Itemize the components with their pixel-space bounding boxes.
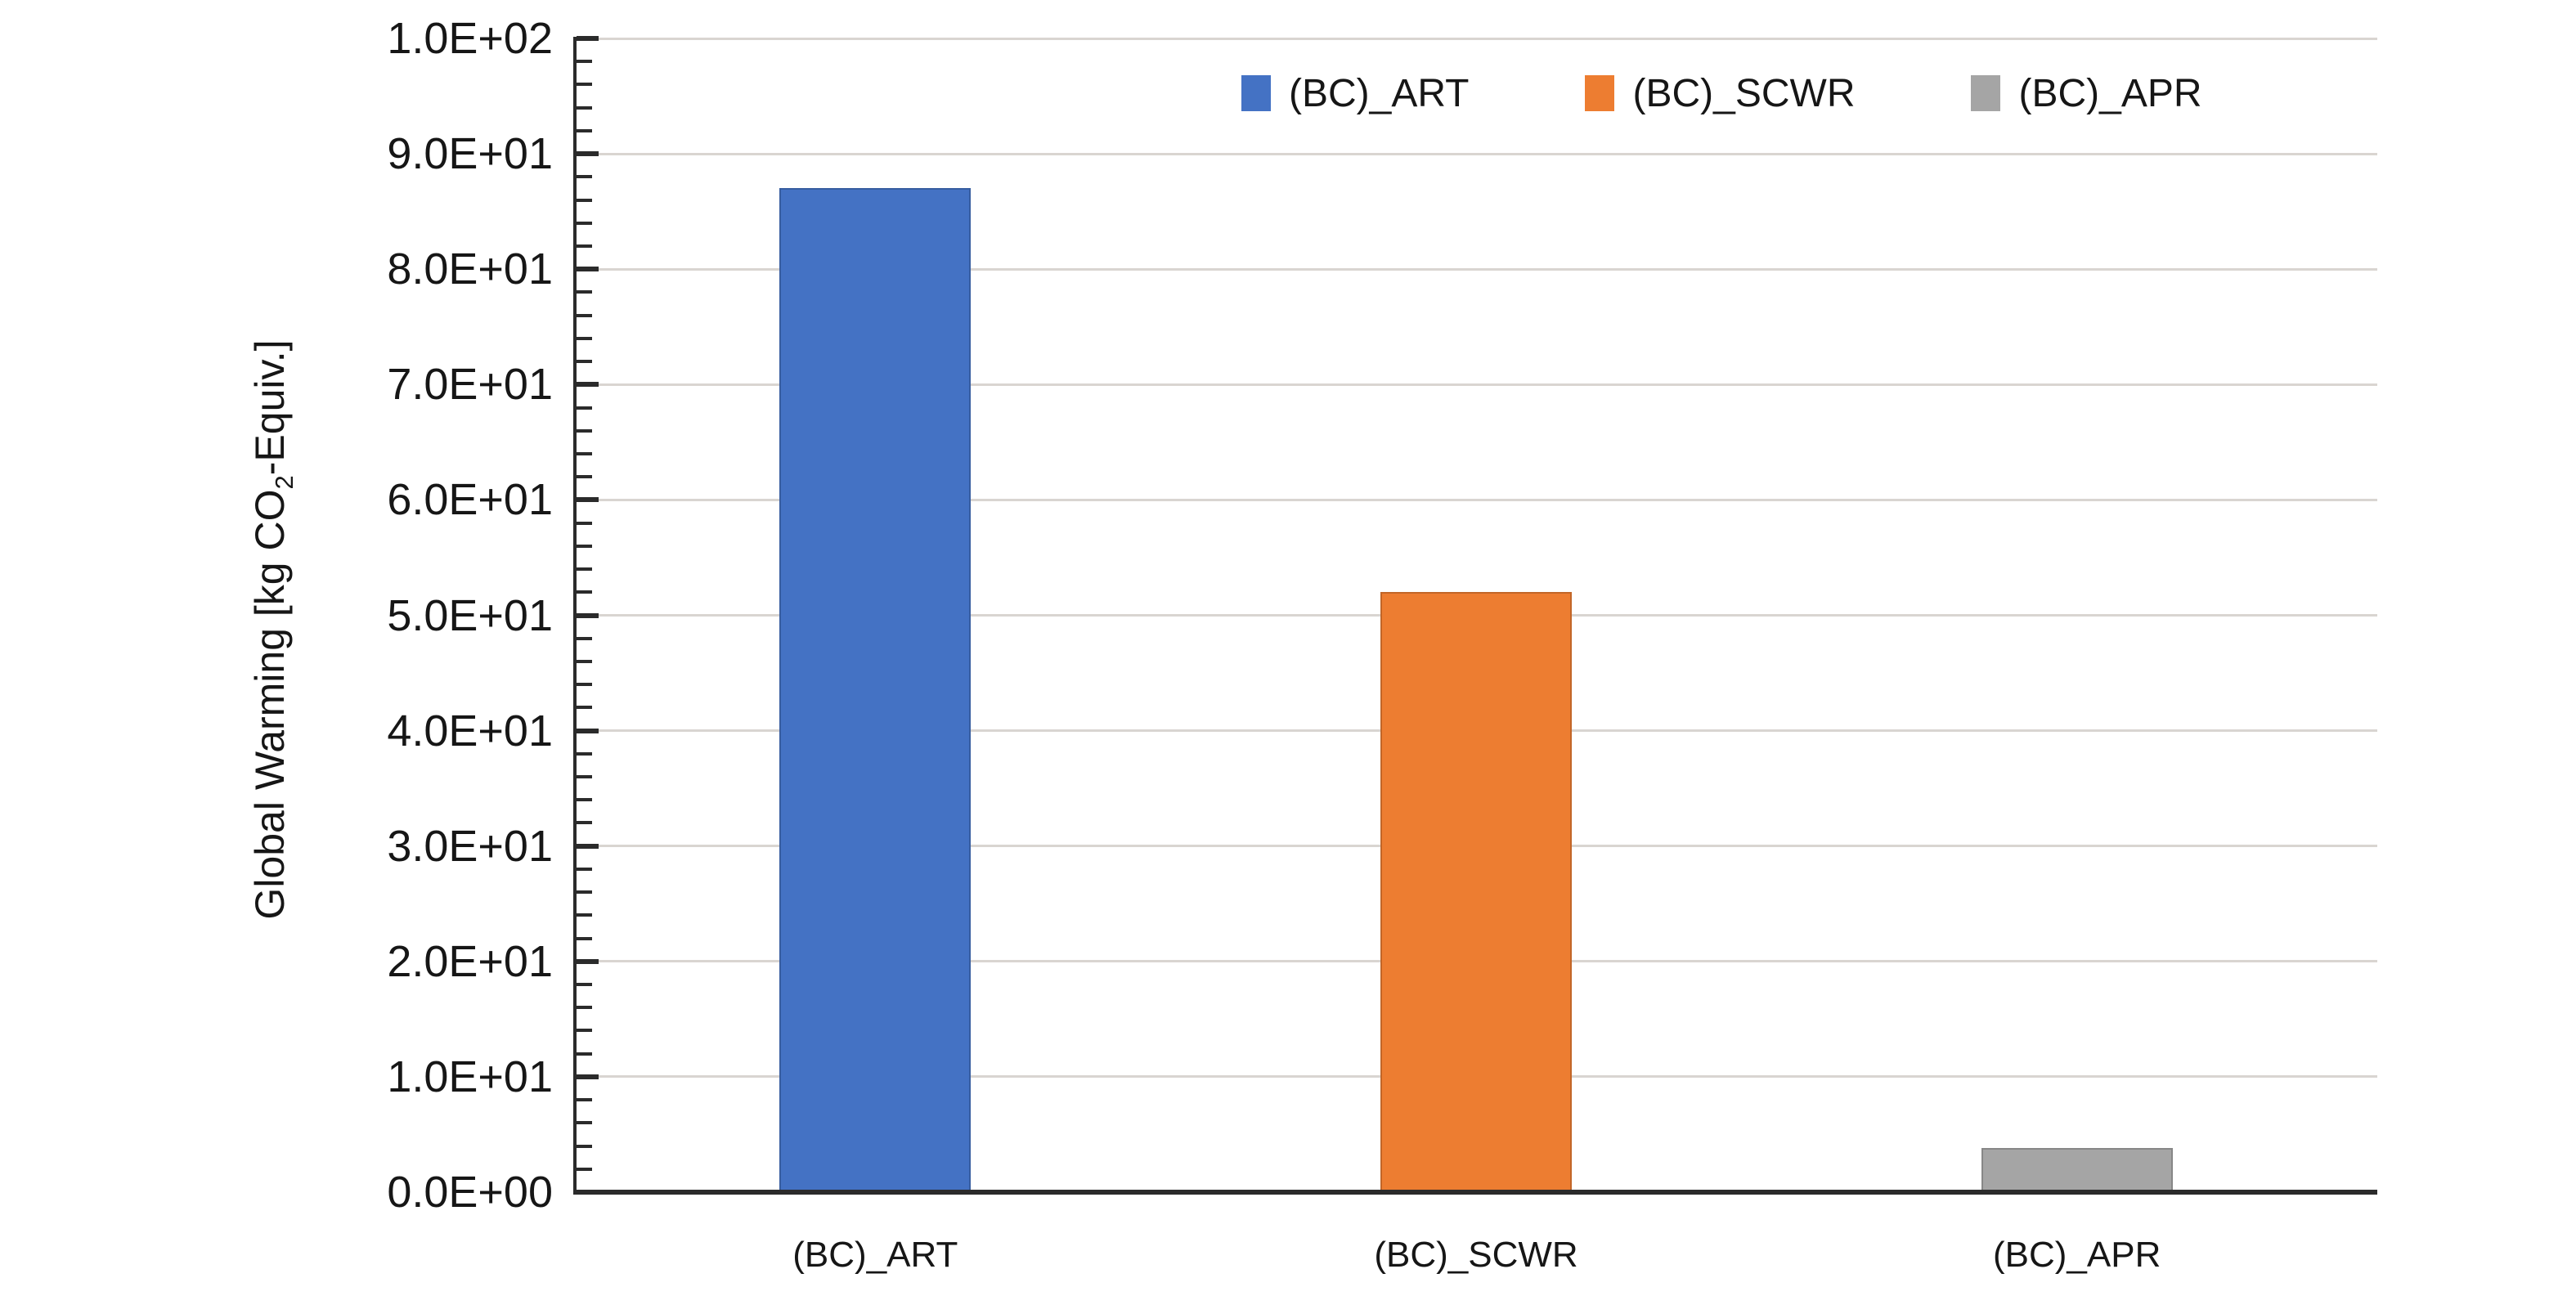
y-tick-minor (577, 798, 592, 802)
y-tick-minor (577, 775, 592, 779)
bar-bc-apr (1981, 1148, 2173, 1192)
y-tick-minor (577, 567, 592, 572)
legend-swatch-bc-scwr (1585, 75, 1615, 111)
y-tick-minor (577, 60, 592, 64)
y-tick-label: 9.0E+01 (387, 129, 553, 179)
y-tick-minor (577, 175, 592, 179)
y-tick-minor (577, 590, 592, 594)
y-tick-minor (577, 1029, 592, 1033)
y-tick-minor (577, 659, 592, 663)
legend-swatch-bc-apr (1971, 75, 2001, 111)
bar-bc-art (779, 188, 972, 1192)
legend: (BC)_ART (BC)_SCWR (BC)_APR (1241, 70, 2202, 116)
plot-area (575, 37, 2377, 1192)
y-tick-minor (577, 428, 592, 433)
x-category-label: (BC)_SCWR (1374, 1235, 1578, 1275)
y-tick-label: 7.0E+01 (387, 360, 553, 410)
y-tick-minor (577, 451, 592, 455)
legend-label-bc-apr: (BC)_APR (2018, 71, 2202, 115)
y-tick-label: 1.0E+01 (387, 1052, 553, 1101)
y-tick-major (577, 497, 599, 503)
y-tick-label: 2.0E+01 (387, 936, 553, 986)
y-tick-major (577, 1190, 599, 1195)
y-tick-minor (577, 867, 592, 871)
y-tick-minor (577, 83, 592, 87)
y-tick-minor (577, 360, 592, 364)
y-tick-minor (577, 198, 592, 202)
y-axis-title: Global Warming [kg CO2-Equiv.] (246, 339, 298, 920)
bar-bc-scwr (1380, 592, 1572, 1192)
y-tick-minor (577, 521, 592, 525)
y-tick-major (577, 1074, 599, 1079)
gridline (575, 37, 2377, 40)
legend-label-bc-art: (BC)_ART (1289, 71, 1470, 115)
y-tick-label: 8.0E+01 (387, 244, 553, 294)
y-tick-major (577, 382, 599, 388)
y-tick-label: 3.0E+01 (387, 821, 553, 871)
y-tick-major (577, 151, 599, 157)
y-tick-minor (577, 544, 592, 548)
y-tick-minor (577, 1006, 592, 1010)
y-tick-minor (577, 1052, 592, 1056)
y-tick-minor (577, 683, 592, 687)
legend-item-bc-scwr: (BC)_SCWR (1585, 70, 1855, 116)
y-tick-minor (577, 1121, 592, 1125)
y-tick-minor (577, 1144, 592, 1148)
y-tick-minor (577, 983, 592, 987)
x-category-label: (BC)_APR (1992, 1235, 2161, 1275)
y-tick-label: 6.0E+01 (387, 475, 553, 525)
y-tick-minor (577, 636, 592, 640)
gridline (575, 383, 2377, 386)
y-tick-minor (577, 336, 592, 340)
x-axis-line (573, 1190, 2377, 1195)
y-tick-minor (577, 406, 592, 410)
y-tick-major (577, 958, 599, 964)
y-tick-label: 5.0E+01 (387, 590, 553, 640)
y-tick-minor (577, 936, 592, 940)
gridline (575, 152, 2377, 155)
y-tick-minor (577, 706, 592, 710)
y-tick-minor (577, 1167, 592, 1171)
gridline (575, 498, 2377, 501)
y-tick-minor (577, 475, 592, 479)
y-axis-line (573, 37, 577, 1195)
y-tick-label: 1.0E+02 (387, 14, 553, 63)
y-tick-minor (577, 105, 592, 110)
y-tick-minor (577, 913, 592, 917)
x-category-label: (BC)_ART (792, 1235, 958, 1275)
y-tick-minor (577, 821, 592, 825)
y-tick-minor (577, 1098, 592, 1102)
y-tick-major (577, 267, 599, 272)
y-tick-minor (577, 244, 592, 248)
y-tick-major (577, 36, 599, 41)
legend-label-bc-scwr: (BC)_SCWR (1632, 71, 1856, 115)
y-tick-major (577, 728, 599, 733)
legend-swatch-bc-art (1241, 75, 1271, 111)
y-tick-minor (577, 751, 592, 756)
y-tick-major (577, 843, 599, 849)
y-tick-label: 4.0E+01 (387, 706, 553, 756)
y-tick-minor (577, 128, 592, 132)
y-axis-title-suffix: -Equiv.] (247, 339, 293, 476)
y-tick-minor (577, 290, 592, 294)
y-tick-major (577, 612, 599, 618)
y-axis-title-prefix: Global Warming [kg CO (247, 489, 293, 920)
y-tick-minor (577, 221, 592, 225)
y-axis-title-subscript: 2 (270, 475, 298, 490)
legend-item-bc-art: (BC)_ART (1241, 70, 1469, 116)
legend-item-bc-apr: (BC)_APR (1971, 70, 2202, 116)
y-tick-minor (577, 313, 592, 317)
y-tick-label: 0.0E+00 (387, 1168, 553, 1217)
y-tick-minor (577, 890, 592, 895)
gridline (575, 267, 2377, 271)
